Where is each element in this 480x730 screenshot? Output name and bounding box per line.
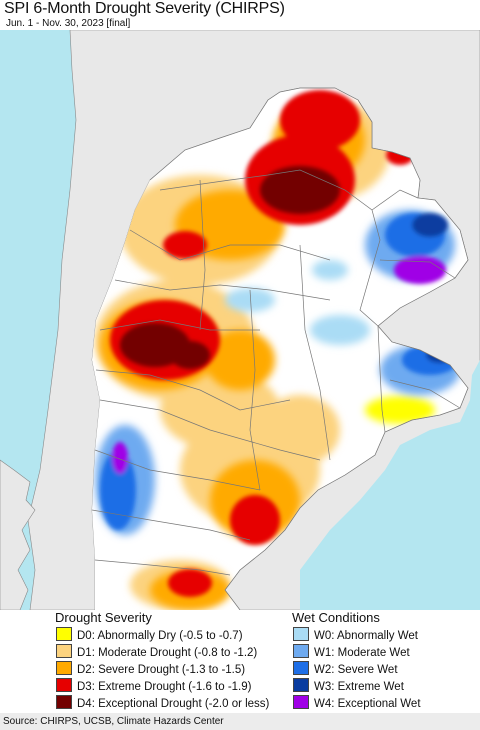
- legend-swatch-d3: [56, 678, 72, 692]
- legend-item-w2: W2: Severe Wet: [293, 661, 398, 678]
- legend-item-w0: W0: Abnormally Wet: [293, 627, 418, 644]
- legend-item-d1: D1: Moderate Drought (-0.8 to -1.2): [56, 644, 257, 661]
- legend-drought-heading: Drought Severity: [55, 610, 152, 625]
- wet-strong-areas: [100, 213, 458, 530]
- legend: Drought Severity Wet Conditions D0: Abno…: [0, 610, 480, 713]
- map-title: SPI 6-Month Drought Severity (CHIRPS): [4, 0, 285, 17]
- legend-item-d0: D0: Abnormally Dry (-0.5 to -0.7): [56, 627, 243, 644]
- legend-item-w3: W3: Extreme Wet: [293, 678, 404, 695]
- atlantic-coast: [300, 360, 480, 610]
- legend-item-w4: W4: Exceptional Wet: [293, 695, 421, 712]
- legend-swatch-w1: [293, 644, 309, 658]
- legend-swatch-w2: [293, 661, 309, 675]
- legend-item-d2: D2: Severe Drought (-1.3 to -1.5): [56, 661, 245, 678]
- legend-swatch-d2: [56, 661, 72, 675]
- legend-swatch-d0: [56, 627, 72, 641]
- legend-swatch-d1: [56, 644, 72, 658]
- drought-map-canvas: [0, 30, 480, 610]
- legend-swatch-w0: [293, 627, 309, 641]
- drought-map: [0, 30, 480, 610]
- legend-swatch-d4: [56, 695, 72, 709]
- legend-item-d4: D4: Exceptional Drought (-2.0 or less): [56, 695, 269, 712]
- chile-islands: [0, 459, 36, 610]
- legend-swatch-w3: [293, 678, 309, 692]
- d4-areas: [120, 166, 340, 369]
- map-subtitle: Jun. 1 - Nov. 30, 2023 [final]: [6, 18, 131, 29]
- legend-wet-heading: Wet Conditions: [292, 610, 380, 625]
- boundaries: [91, 87, 469, 610]
- legend-swatch-w4: [293, 695, 309, 709]
- legend-item-d3: D3: Extreme Drought (-1.6 to -1.9): [56, 678, 251, 695]
- legend-item-w1: W1: Moderate Wet: [293, 644, 410, 661]
- source-credit: Source: CHIRPS, UCSB, Climate Hazards Ce…: [0, 713, 480, 730]
